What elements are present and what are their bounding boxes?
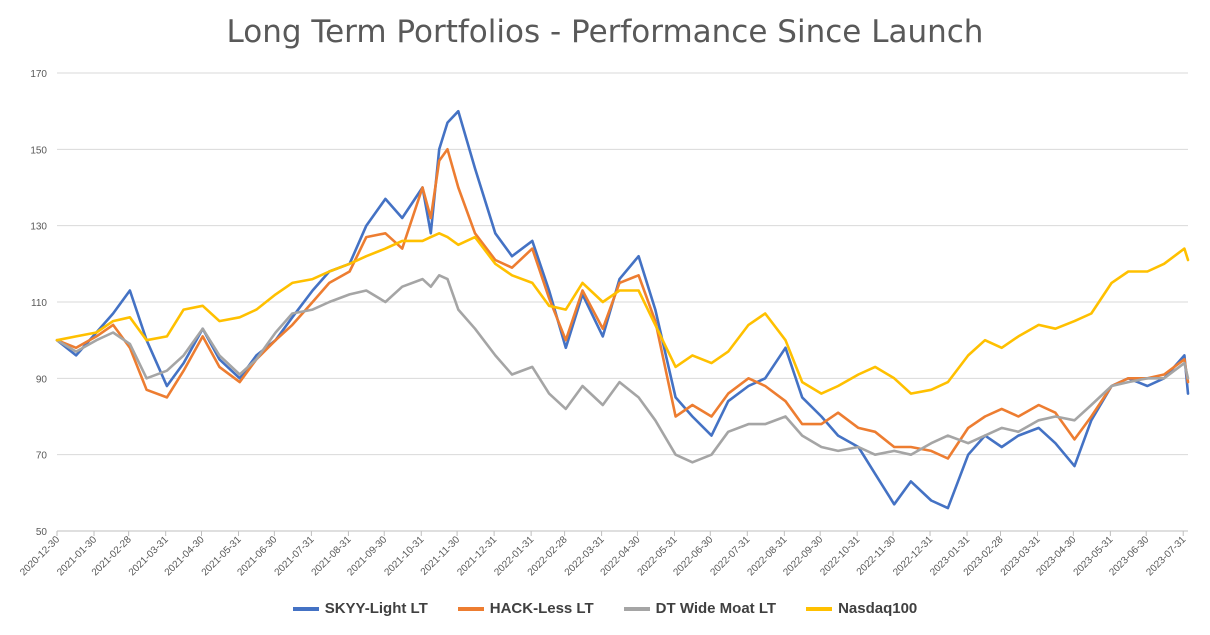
series-line-skyy-light-lt xyxy=(55,109,1190,510)
y-tick-label: 130 xyxy=(30,222,47,233)
y-tick-label: 70 xyxy=(36,451,48,462)
y-tick-label: 110 xyxy=(31,298,47,309)
legend-swatch xyxy=(292,606,319,611)
series-line-nasdaq100 xyxy=(55,232,1190,395)
legend-label: Nasdaq100 xyxy=(838,600,918,617)
series-line-hack-less-lt xyxy=(55,148,1190,460)
legend-item: Nasdaq100 xyxy=(806,600,917,617)
legend-label: SKYY-Light LT xyxy=(324,600,428,617)
legend-swatch xyxy=(457,606,484,611)
legend-item: DT Wide Moat LT xyxy=(623,600,777,617)
legend-swatch xyxy=(623,606,650,611)
series-line-dt-wide-moat-lt xyxy=(55,273,1190,464)
chart-legend: SKYY-Light LT HACK-Less LT DT Wide Moat LT… xyxy=(0,600,1210,617)
legend-item: HACK-Less LT xyxy=(457,600,594,617)
y-tick-label: 170 xyxy=(30,69,47,80)
y-tick-label: 150 xyxy=(30,145,47,156)
legend-label: DT Wide Moat LT xyxy=(655,600,777,617)
y-tick-label: 90 xyxy=(36,374,48,385)
x-tick-label: 2023-07-31 xyxy=(1144,534,1188,578)
legend-swatch xyxy=(806,606,833,611)
legend-item: SKYY-Light LT xyxy=(292,600,428,617)
line-chart: 5070901101301501702020-12-302021-01-3020… xyxy=(18,69,1190,578)
legend-label: HACK-Less LT xyxy=(489,600,594,617)
chart-title: Long Term Portfolios - Performance Since… xyxy=(226,14,984,50)
y-tick-label: 50 xyxy=(36,527,48,538)
